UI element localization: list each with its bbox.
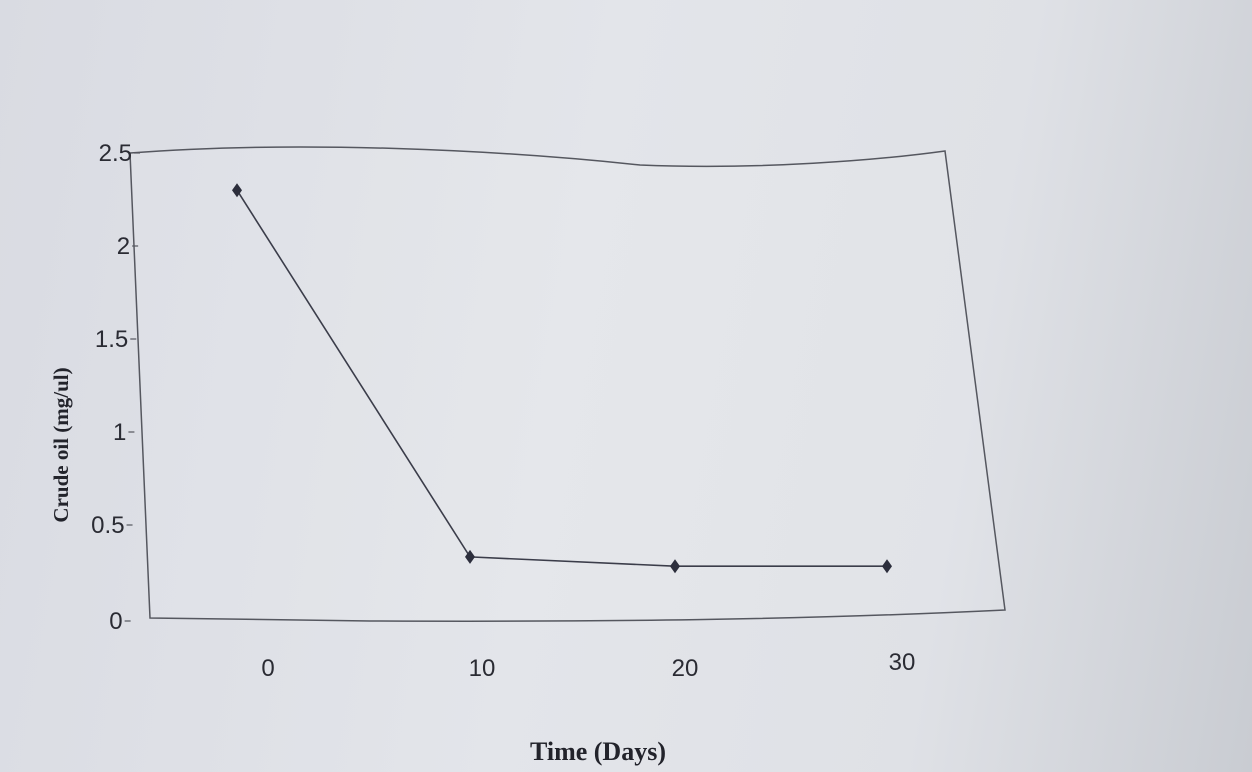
x-axis-ticks: 0 10 20 30 xyxy=(261,649,915,682)
y-axis-ticks: 0 0.5 1 1.5 2 2.5 xyxy=(91,140,140,635)
data-point-marker xyxy=(670,559,680,574)
y-tick-label: 1.5 xyxy=(95,326,128,353)
data-point-marker xyxy=(465,549,475,564)
y-tick-label: 1 xyxy=(113,419,126,446)
series-line xyxy=(236,189,887,567)
plot-area-border xyxy=(129,146,1006,622)
x-tick-label: 0 xyxy=(261,655,274,682)
y-tick-label: 2 xyxy=(117,233,130,260)
y-tick-label: 0.5 xyxy=(91,512,124,539)
x-tick-label: 30 xyxy=(889,649,916,676)
x-axis-title: Time (Days) xyxy=(530,737,666,766)
data-point-marker xyxy=(882,559,892,574)
x-tick-label: 20 xyxy=(672,655,699,682)
series-markers xyxy=(232,183,892,574)
y-tick-label: 2.5 xyxy=(99,140,132,167)
y-axis-title: Crude oil (mg/ul) xyxy=(49,367,73,522)
data-point-marker xyxy=(232,183,242,198)
x-tick-label: 10 xyxy=(469,655,496,682)
y-tick-label: 0 xyxy=(109,608,122,635)
